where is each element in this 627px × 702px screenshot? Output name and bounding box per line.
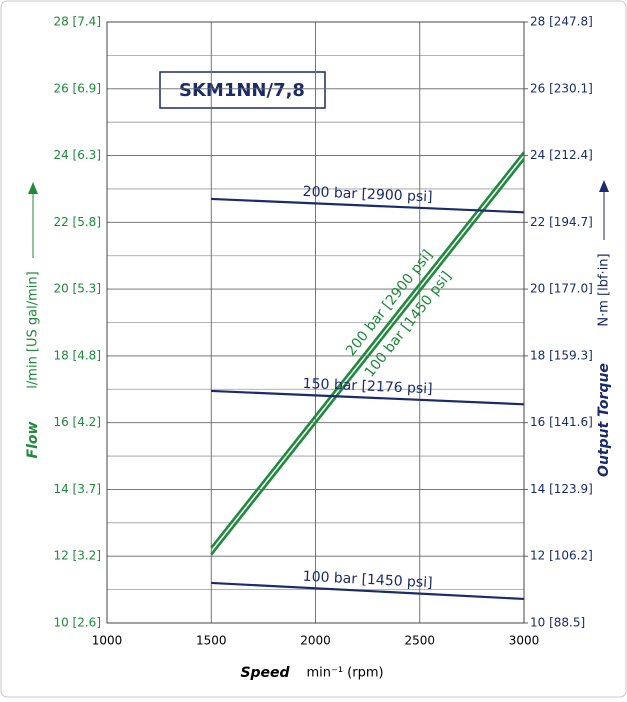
y-tick-label: 28 [7.4]: [53, 15, 101, 29]
x-axis-label: Speed: [240, 665, 290, 681]
y2-tick-label: 14 [123.9]: [530, 482, 593, 496]
y2-tick-label: 24 [212.4]: [530, 148, 593, 162]
chart-title: SKM1NN/7,8: [179, 80, 305, 101]
title-box: [159, 71, 326, 109]
y-tick-label: 14 [3.7]: [53, 482, 101, 496]
y-arrow-head: [28, 182, 38, 194]
y2-tick-label: 26 [230.1]: [530, 81, 593, 95]
y2-tick-label: 28 [247.8]: [530, 15, 593, 29]
y2-tick-label: 20 [177.0]: [530, 282, 593, 296]
y2-tick-label: 10 [88.5]: [530, 616, 585, 630]
x-axis-unit: min⁻¹ (rpm): [306, 666, 383, 681]
y2-axis-unit: N·m [lbf·in]: [597, 253, 612, 326]
y-axis-label: Flow: [25, 421, 41, 458]
y-tick-label: 12 [3.2]: [53, 549, 101, 563]
x-tick-label: 1500: [196, 634, 227, 648]
series-line: [211, 197, 525, 214]
x-tick-label: 3000: [509, 634, 540, 648]
x-tick-label: 1000: [92, 634, 123, 648]
series-label: 100 bar [1450 psi]: [302, 569, 433, 592]
x-tick-label: 2000: [300, 634, 331, 648]
y-tick-label: 22 [5.8]: [53, 215, 101, 229]
y-axis-unit: l/min [US gal/min]: [26, 271, 41, 388]
y-tick-label: 10 [2.6]: [53, 616, 101, 630]
y2-tick-label: 16 [141.6]: [530, 415, 593, 429]
series-line: [210, 158, 526, 556]
y-tick-label: 24 [6.3]: [53, 148, 101, 162]
plot-border: [106, 21, 525, 624]
y2-arrow-head: [599, 180, 609, 192]
y-tick-label: 20 [5.3]: [53, 282, 101, 296]
series-label: 200 bar [2900 psi]: [302, 184, 432, 206]
x-tick-label: 2500: [404, 634, 435, 648]
series-line: [211, 389, 525, 406]
y-tick-label: 18 [4.8]: [53, 348, 101, 362]
series-label: 150 bar [2176 psi]: [302, 376, 432, 398]
series-line: [211, 581, 525, 601]
y2-tick-label: 22 [194.7]: [530, 215, 593, 229]
y2-tick-label: 12 [106.2]: [530, 549, 593, 563]
y2-axis-label: Output Torque: [596, 363, 612, 477]
y2-tick-label: 18 [159.3]: [530, 348, 593, 362]
series-line: [210, 151, 526, 549]
y-tick-label: 16 [4.2]: [53, 415, 101, 429]
y-tick-label: 26 [6.9]: [53, 81, 101, 95]
